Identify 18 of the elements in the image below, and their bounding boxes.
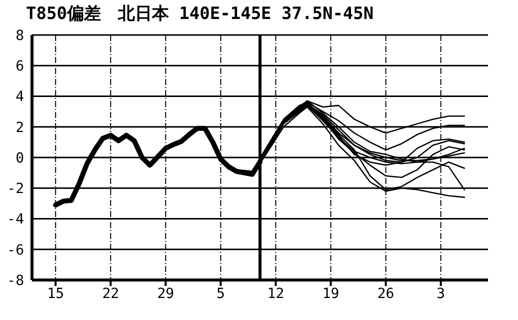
y-tick-label: -8 [7, 272, 24, 289]
x-tick-label: 26 [377, 286, 394, 302]
x-tick-label: 22 [102, 286, 120, 302]
x-tick-label: 5 [216, 286, 225, 302]
x-tick-label: 12 [267, 286, 284, 302]
x-tick-label: 15 [47, 286, 64, 302]
x-tick-label: 29 [157, 286, 174, 302]
y-tick-label: 4 [16, 89, 24, 106]
y-tick-label: 0 [16, 150, 24, 166]
y-tick-label: 8 [16, 28, 24, 44]
x-tick-label: 3 [436, 286, 446, 302]
y-tick-label: -2 [7, 181, 24, 198]
y-tick-label: -4 [7, 212, 24, 228]
y-tick-label: -6 [7, 242, 24, 258]
y-tick-label: 6 [16, 58, 24, 75]
x-tick-label: 19 [322, 286, 340, 302]
chart-title: T850偏差 北日本 140E-145E 37.5N-45N [26, 3, 374, 25]
y-tick-label: 2 [16, 120, 24, 136]
